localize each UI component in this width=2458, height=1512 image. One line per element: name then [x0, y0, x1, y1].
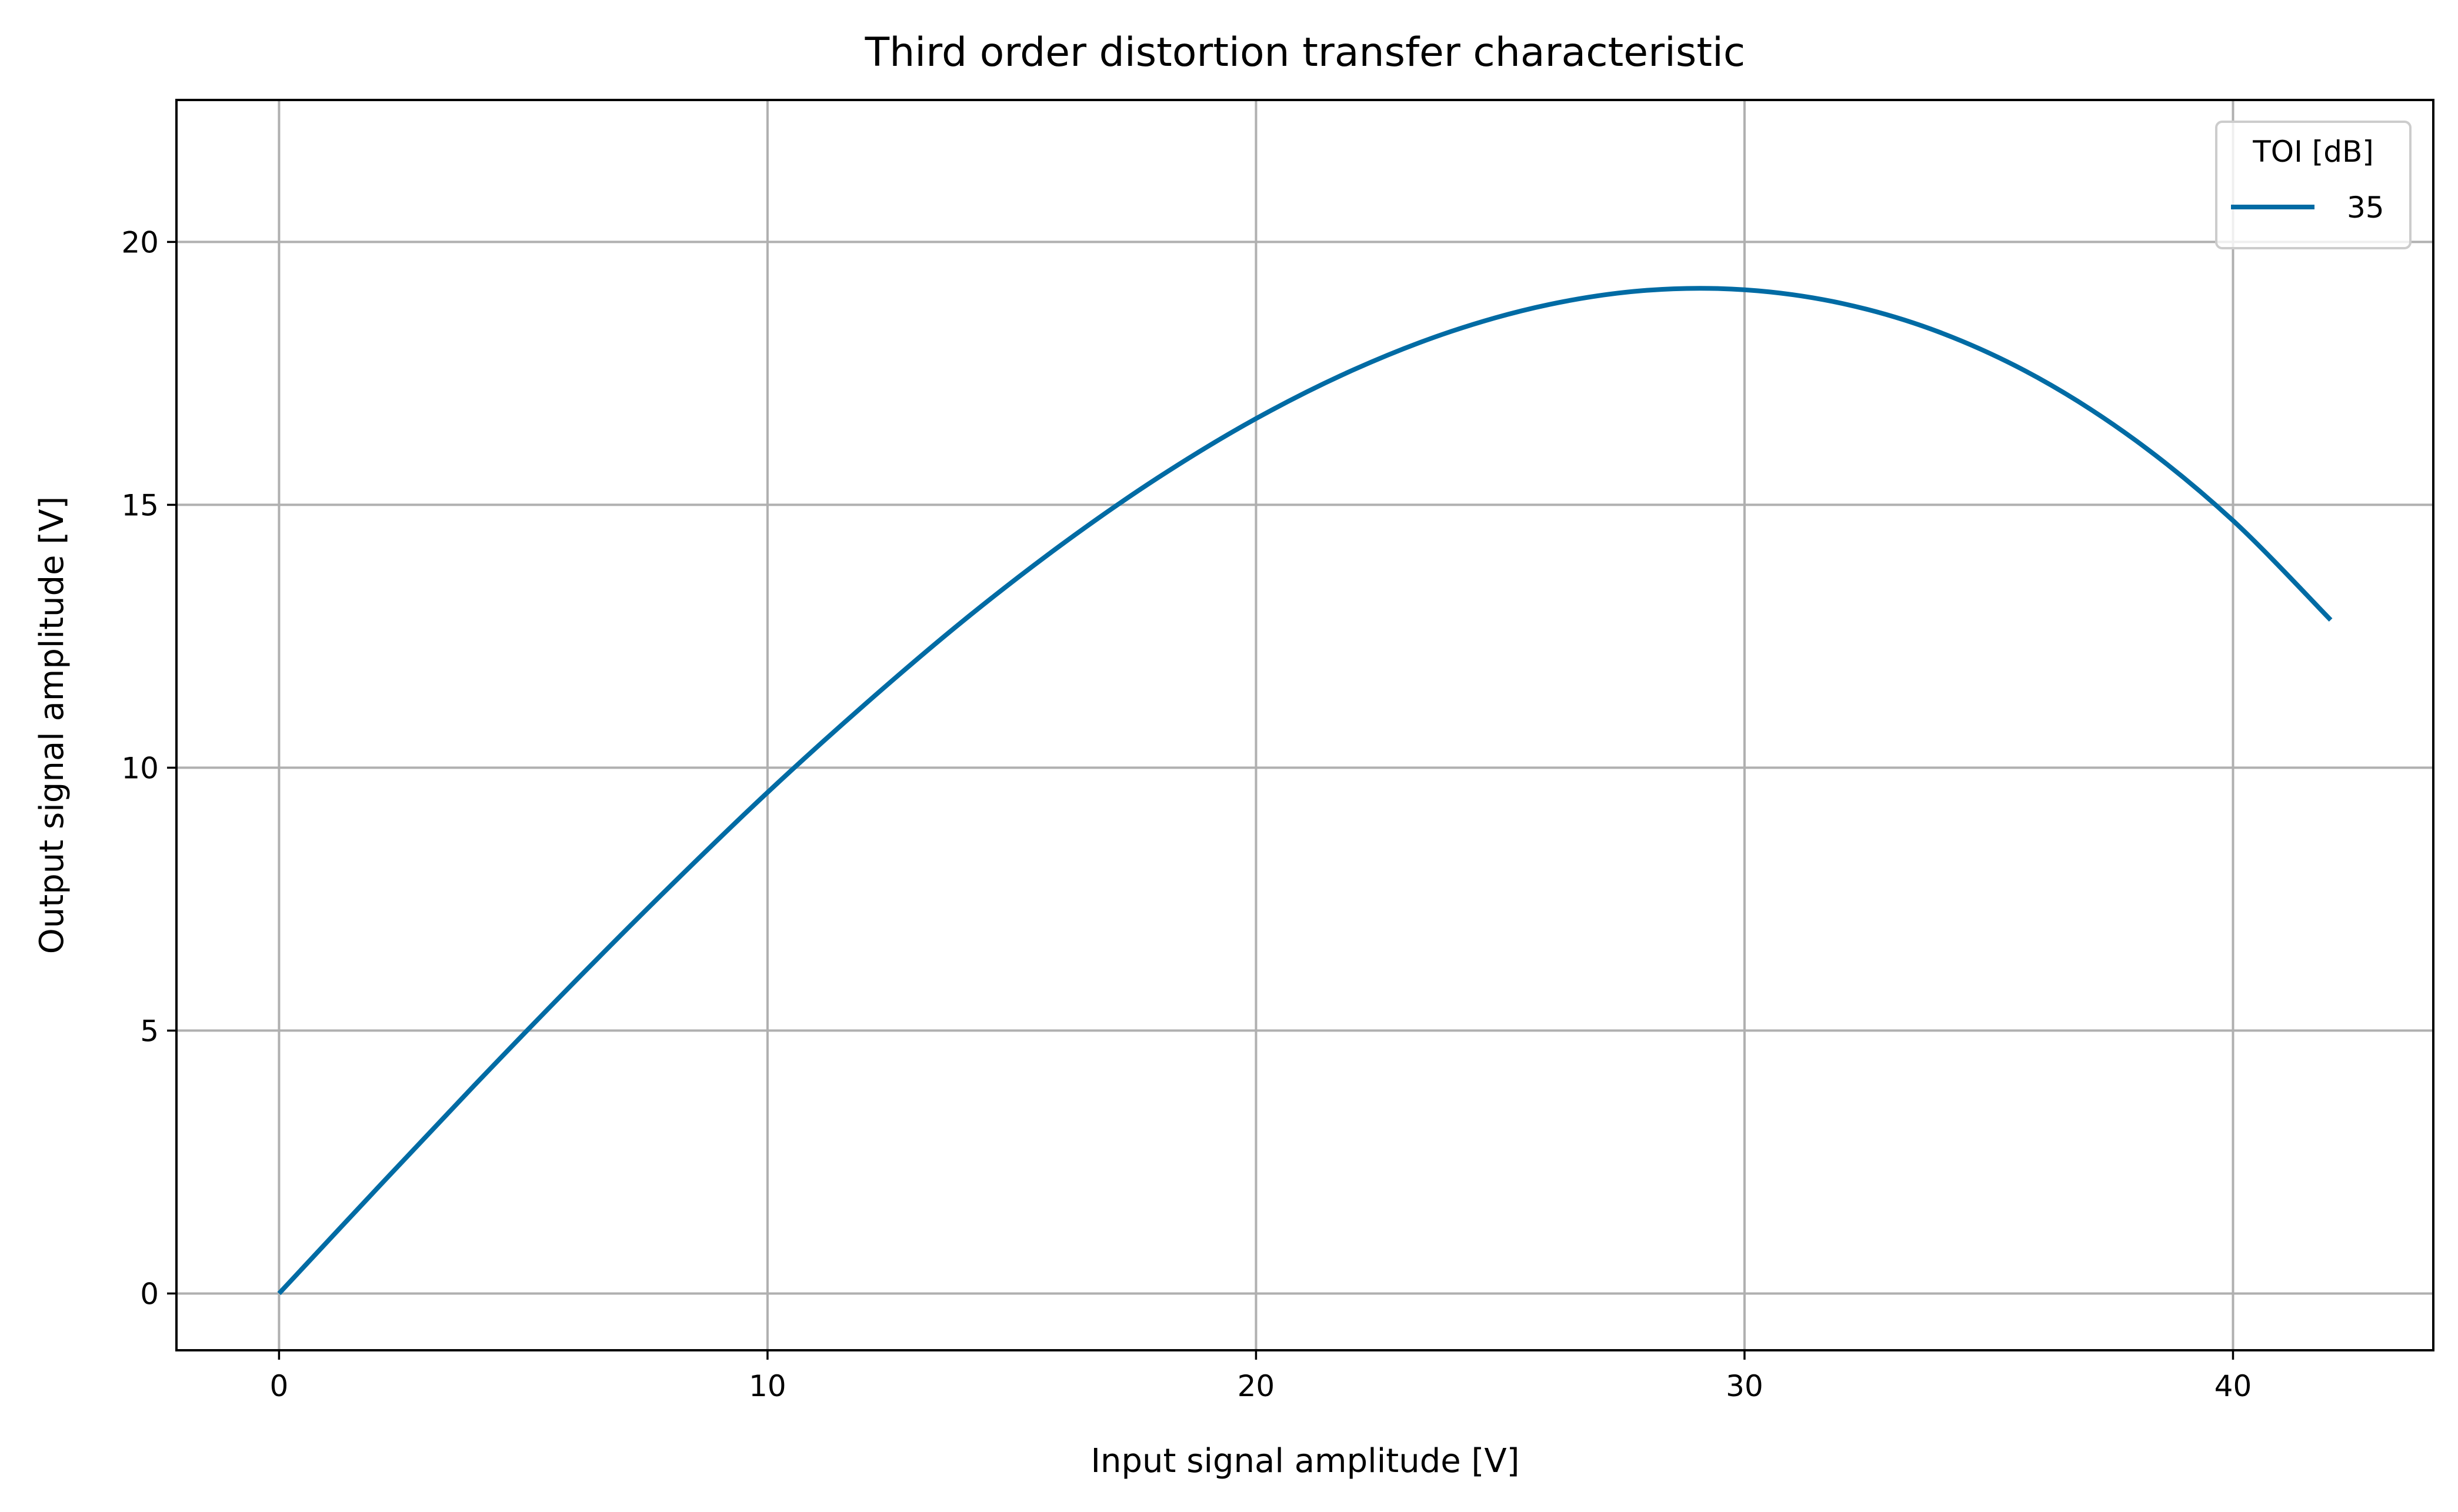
y-tick-label: 15 [121, 488, 159, 522]
y-axis-label: Output signal amplitude [V] [33, 496, 71, 954]
legend-box [2215, 121, 2412, 249]
x-axis-label: Input signal amplitude [V] [1090, 1442, 1519, 1480]
y-tick-label: 0 [140, 1277, 159, 1311]
legend-title: TOI [dB] [2252, 135, 2374, 169]
axis-ticks: 0 10 20 30 40 0 5 10 15 20 [121, 225, 2252, 1403]
x-tick-label: 0 [270, 1369, 289, 1403]
y-tick-label: 20 [121, 225, 159, 259]
chart-title: Third order distortion transfer characte… [865, 29, 1746, 76]
legend: TOI [dB] 35 [2215, 121, 2412, 249]
series-line-35 [277, 286, 2333, 1296]
x-tick-label: 10 [749, 1369, 786, 1403]
plot-area-frame [175, 99, 2434, 1351]
x-tick-label: 40 [2214, 1369, 2252, 1403]
y-tick-label: 10 [121, 751, 159, 785]
legend-label-35: 35 [2347, 191, 2384, 225]
y-tick-label: 5 [140, 1014, 159, 1048]
grid-lines [176, 100, 2433, 1350]
data-series [277, 286, 2333, 1296]
x-tick-label: 30 [1726, 1369, 1763, 1403]
x-tick-label: 20 [1238, 1369, 1275, 1403]
